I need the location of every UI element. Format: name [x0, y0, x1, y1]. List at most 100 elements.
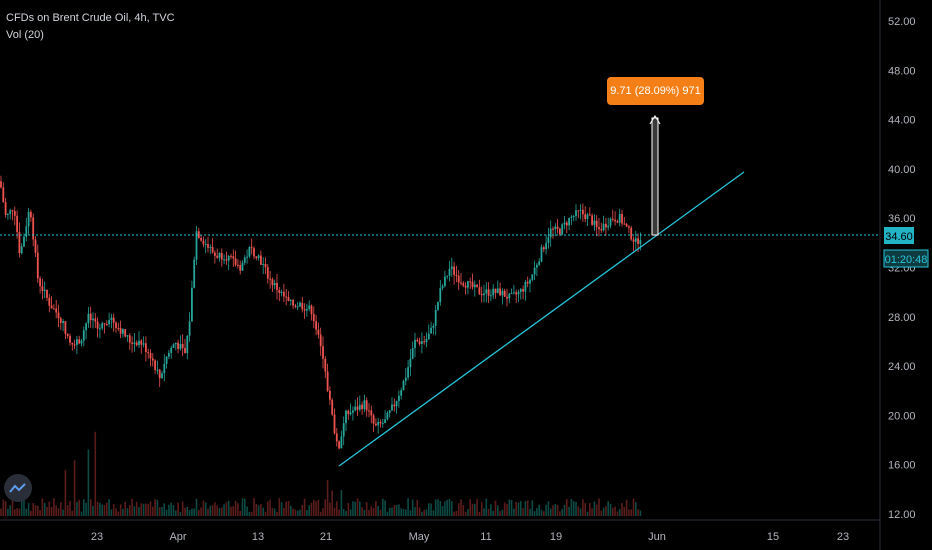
volume-bar — [290, 505, 292, 516]
chart-legend: CFDs on Brent Crude Oil, 4h, TVC Vol (20… — [6, 10, 175, 44]
candle-body — [552, 228, 554, 230]
volume-bar — [418, 507, 421, 516]
volume-bar — [9, 505, 11, 516]
candle-body — [204, 244, 207, 246]
volume-bar — [586, 511, 589, 516]
volume-bar — [179, 511, 182, 516]
volume-bar — [538, 504, 540, 516]
candle-body — [591, 215, 593, 225]
candle-body — [375, 423, 377, 426]
current-price-label: 34.60 — [885, 231, 913, 243]
volume-bar — [315, 501, 317, 516]
volume-bar — [508, 499, 511, 516]
volume-bar — [469, 499, 471, 516]
candle-body — [287, 297, 290, 301]
candle-body — [269, 278, 271, 280]
volume-bar — [340, 489, 343, 516]
volume-bar — [94, 431, 97, 516]
candle-body — [46, 289, 48, 298]
candlesticks — [0, 175, 642, 450]
volume-bar — [310, 502, 313, 516]
candle-body — [66, 333, 69, 336]
candle-body — [559, 228, 561, 235]
candle-body — [117, 327, 120, 329]
candle-body — [519, 289, 522, 292]
volume-bar — [471, 503, 474, 516]
volume-bar — [46, 506, 48, 516]
candle-body — [448, 268, 451, 276]
candle-body — [191, 287, 193, 322]
price-axis[interactable]: 52.0048.0044.0040.0036.0032.0028.0024.00… — [888, 16, 916, 521]
volume-bar — [152, 506, 154, 516]
tradingview-logo-icon[interactable] — [4, 474, 32, 502]
candle-body — [455, 274, 458, 276]
chart-title: CFDs on Brent Crude Oil, 4h, TVC — [6, 12, 175, 24]
x-tick-label: 19 — [550, 531, 562, 543]
candle-body — [370, 410, 373, 416]
candle-body — [163, 363, 166, 374]
volume-bar — [218, 508, 221, 516]
candle-body — [131, 342, 133, 344]
candle-body — [255, 256, 258, 259]
volume-bar — [227, 500, 230, 516]
y-tick-label: 16.00 — [888, 460, 916, 472]
candle-body — [404, 377, 407, 382]
candle-body — [319, 334, 322, 347]
candle-body — [43, 289, 46, 291]
candle-body — [437, 302, 439, 310]
volume-bar — [368, 510, 370, 516]
volume-bar — [175, 510, 177, 516]
measure-label: 9.71 (28.09%) 971 — [610, 85, 701, 97]
volume-bar — [499, 511, 501, 516]
volume-bar — [609, 503, 612, 516]
volume-bar — [570, 499, 573, 516]
volume-bar — [253, 498, 255, 516]
candle-body — [197, 231, 200, 239]
candle-body — [195, 231, 198, 260]
measure-arrow[interactable] — [649, 115, 661, 236]
candle-body — [260, 255, 262, 265]
candle-body — [154, 360, 156, 371]
candle-body — [347, 410, 350, 415]
candle-body — [112, 317, 115, 323]
volume-bar — [168, 504, 170, 516]
candle-body — [53, 308, 55, 310]
volume-bar — [457, 503, 460, 516]
volume-bar — [57, 508, 60, 516]
volume-bar — [635, 502, 637, 516]
candle-body — [289, 300, 292, 302]
volume-bar — [285, 501, 287, 516]
volume-bar — [66, 505, 69, 516]
candle-body — [16, 215, 18, 233]
volume-bar — [202, 500, 205, 516]
candle-body — [280, 291, 283, 293]
candle-body — [161, 373, 163, 379]
volume-bar — [584, 503, 586, 516]
trendline[interactable] — [338, 171, 745, 467]
candle-body — [556, 226, 559, 229]
candle-body — [549, 228, 552, 238]
volume-bar — [140, 503, 143, 516]
y-tick-label: 48.00 — [888, 65, 916, 77]
volume-bar — [591, 508, 593, 516]
volume-bar — [73, 460, 76, 516]
volume-bar — [506, 504, 508, 516]
volume-bar — [531, 500, 534, 516]
candle-body — [411, 348, 414, 359]
volume-bar — [478, 511, 481, 516]
candle-body — [326, 371, 329, 391]
candle-body — [618, 213, 621, 223]
volume-bar — [110, 509, 113, 516]
volume-bar — [621, 503, 623, 516]
candle-body — [430, 327, 432, 334]
candle-body — [48, 297, 51, 306]
volume-bar — [616, 511, 619, 516]
volume-bar — [0, 508, 2, 516]
time-axis[interactable]: 23 Apr 13 21 May 11 19 Jun 15 23 — [91, 531, 849, 543]
volume-indicator-label[interactable]: Vol (20) — [6, 29, 44, 41]
candle-body — [365, 400, 368, 411]
volume-bar — [607, 501, 609, 516]
candle-body — [299, 302, 301, 307]
candle-body — [388, 410, 391, 413]
